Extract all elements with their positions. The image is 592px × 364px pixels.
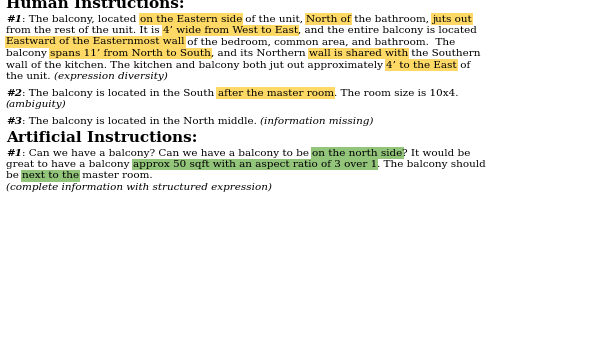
Text: Artificial Instructions:: Artificial Instructions: — [6, 131, 197, 145]
Text: juts out: juts out — [432, 15, 472, 24]
Text: the Southern: the Southern — [408, 49, 481, 58]
Text: : The balcony is located in the South: : The balcony is located in the South — [22, 88, 217, 98]
Text: on the north side: on the north side — [312, 149, 403, 158]
Text: . The balcony should: . The balcony should — [377, 160, 486, 169]
Text: wall of the kitchen. The kitchen and balcony both jut out approximately: wall of the kitchen. The kitchen and bal… — [6, 60, 386, 70]
Text: master room.: master room. — [79, 171, 153, 181]
Text: (complete information with structured expression): (complete information with structured ex… — [6, 183, 272, 192]
Text: the unit.: the unit. — [6, 72, 54, 81]
Text: , and the entire balcony is located: , and the entire balcony is located — [298, 26, 477, 35]
Text: North of: North of — [306, 15, 351, 24]
Text: balcony: balcony — [6, 49, 50, 58]
Text: after the master room: after the master room — [217, 88, 333, 98]
Text: 4’ wide from West to East: 4’ wide from West to East — [163, 26, 298, 35]
Text: on the Eastern side: on the Eastern side — [140, 15, 242, 24]
Text: the bathroom,: the bathroom, — [351, 15, 432, 24]
Text: #2: #2 — [6, 88, 22, 98]
Text: #1: #1 — [6, 15, 22, 24]
Text: : The balcony, located: : The balcony, located — [22, 15, 140, 24]
Text: from the rest of the unit. It is: from the rest of the unit. It is — [6, 26, 163, 35]
Text: ? It would be: ? It would be — [403, 149, 471, 158]
Text: great to have a balcony: great to have a balcony — [6, 160, 133, 169]
Text: #1: #1 — [6, 149, 22, 158]
Text: approx 50 sqft with an aspect ratio of 3 over 1: approx 50 sqft with an aspect ratio of 3… — [133, 160, 377, 169]
Text: of: of — [457, 60, 470, 70]
Text: (expression diversity): (expression diversity) — [54, 72, 168, 81]
Text: spans 11’ from North to South: spans 11’ from North to South — [50, 49, 211, 58]
Text: of the unit,: of the unit, — [242, 15, 306, 24]
Text: (ambiguity): (ambiguity) — [6, 100, 67, 109]
Text: , and its Northern: , and its Northern — [211, 49, 309, 58]
Text: (information missing): (information missing) — [260, 116, 374, 126]
Text: next to the: next to the — [22, 171, 79, 181]
Text: of the bedroom, common area, and bathroom.  The: of the bedroom, common area, and bathroo… — [185, 37, 456, 47]
Text: : Can we have a balcony? Can we have a balcony to be: : Can we have a balcony? Can we have a b… — [22, 149, 312, 158]
Text: . The room size is 10x4.: . The room size is 10x4. — [333, 88, 458, 98]
Text: Human Instructions:: Human Instructions: — [6, 0, 185, 11]
Text: be: be — [6, 171, 22, 181]
Text: 4’ to the East: 4’ to the East — [386, 60, 457, 70]
Text: #3: #3 — [6, 116, 22, 126]
Text: wall is shared with: wall is shared with — [309, 49, 408, 58]
Text: : The balcony is located in the North middle.: : The balcony is located in the North mi… — [22, 116, 260, 126]
Text: Eastward of the Easternmost wall: Eastward of the Easternmost wall — [6, 37, 185, 47]
